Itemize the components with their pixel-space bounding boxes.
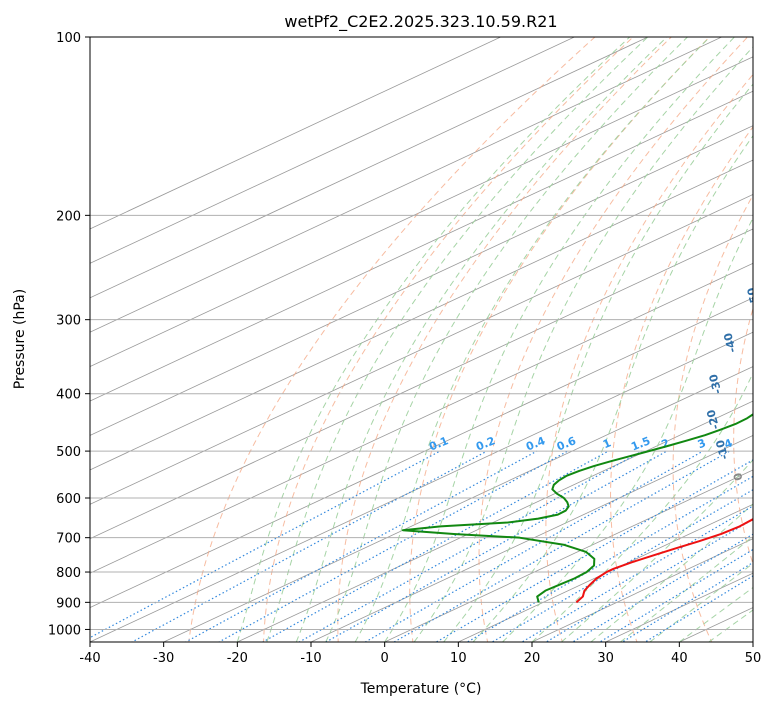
x-tick-label: -10 [300,651,321,666]
isotherm-line [90,56,753,368]
x-tick-label: 10 [450,651,467,666]
moist-adiabat-line [236,37,631,642]
mixing-ratio-label: 2 [660,436,672,451]
isotherm-line [531,538,753,642]
x-tick-label: -20 [227,651,248,666]
isotherm-line [90,331,753,642]
isotherm-line [90,37,576,264]
moist-adiabat-line [354,37,711,642]
isotherm-line [90,262,753,574]
x-tick-label: 50 [745,651,762,666]
isotherm-line [90,228,753,540]
y-tick-label: 100 [56,31,81,46]
x-axis-label: Temperature (°C) [360,681,482,697]
x-tick-label: -40 [79,651,100,666]
moist-adiabat-line [413,46,753,642]
isotherm-line [90,37,723,333]
moist-adiabat-line [502,217,753,642]
moist-adiabat-line [679,586,753,642]
y-tick-label: 300 [56,314,81,329]
x-tick-label: -30 [153,651,174,666]
y-axis-label: Pressure (hPa) [12,289,28,389]
isotherm-label: -20 [704,408,722,431]
moist-adiabat-line [266,37,649,642]
moist-adiabat-line [443,83,753,642]
mixing-ratio-label: 1 [601,436,613,451]
y-tick-label: 800 [56,566,81,581]
isotherm-line [457,503,753,642]
dry-adiabat-line [733,306,753,566]
y-tick-label: 500 [56,445,81,460]
isotherm-label: -40 [721,331,739,354]
isotherm-line [90,297,753,609]
isotherm-line [162,366,753,642]
isotherm-line [90,125,753,436]
x-tick-label: 0 [381,651,389,666]
moist-adiabat-line [531,371,753,642]
isotherm-line [90,37,649,299]
temperature-profile-line [575,518,753,604]
isotherm-label: -50 [745,286,763,309]
isotherm-line [90,159,753,471]
isotherm-line [90,37,502,230]
y-tick-label: 1000 [48,623,81,638]
y-tick-label: 400 [56,388,81,403]
y-tick-label: 600 [56,492,81,507]
isotherm-line [383,469,753,642]
isotherm-line [90,194,753,505]
y-tick-label: 900 [56,596,81,611]
moist-adiabat-line [590,503,753,642]
moist-adiabat-line [561,459,753,642]
mixing-ratio-label: 3 [696,436,708,451]
moist-adiabat-line [384,37,735,642]
isotherm-line [90,90,753,402]
dewpoint-profile-line [401,413,753,603]
isotherm-label: -30 [707,372,725,395]
chart-title: wetPf2_C2E2.2025.323.10.59.R21 [284,12,557,32]
x-tick-label: 20 [524,651,541,666]
isotherm-line [236,400,753,642]
x-tick-label: 40 [671,651,688,666]
isotherm-label: -10 [713,438,731,461]
y-tick-label: 700 [56,532,81,547]
plot-frame [89,36,754,643]
x-tick-label: 30 [597,651,614,666]
moist-adiabat-line [325,37,688,642]
isotherm-label: 0 [731,471,746,482]
isotherm-line [310,435,753,642]
moist-adiabat-line [295,37,668,642]
y-tick-label: 200 [56,209,81,224]
